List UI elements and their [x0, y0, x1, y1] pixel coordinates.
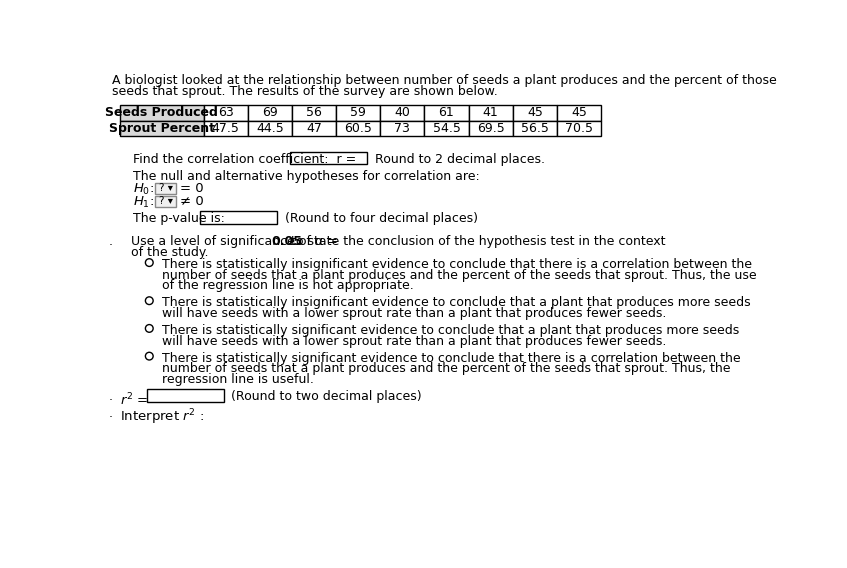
- Text: There is statistically insignificant evidence to conclude that a plant that prod: There is statistically insignificant evi…: [162, 296, 750, 310]
- Bar: [557, 105, 601, 120]
- Text: 41: 41: [483, 106, 499, 119]
- Text: The p-value is:: The p-value is:: [133, 212, 224, 225]
- Bar: [247, 105, 292, 120]
- Text: 44.5: 44.5: [256, 122, 284, 135]
- Text: 61: 61: [439, 106, 454, 119]
- Text: .: .: [109, 390, 113, 403]
- Text: to state the conclusion of the hypothesis test in the context: to state the conclusion of the hypothesi…: [287, 235, 666, 248]
- Text: Interpret $r^2$ :: Interpret $r^2$ :: [119, 407, 204, 427]
- Text: $r^2$ =: $r^2$ =: [119, 391, 148, 408]
- Circle shape: [146, 324, 153, 332]
- Text: Seeds Produced: Seeds Produced: [105, 106, 219, 119]
- Bar: [247, 120, 292, 136]
- Bar: [468, 120, 512, 136]
- Text: ? ▾: ? ▾: [158, 183, 173, 193]
- Text: The null and alternative hypotheses for correlation are:: The null and alternative hypotheses for …: [133, 170, 479, 183]
- Bar: [200, 211, 277, 224]
- Bar: [119, 105, 203, 120]
- Text: (Round to two decimal places): (Round to two decimal places): [230, 390, 421, 403]
- Bar: [203, 120, 247, 136]
- Bar: [119, 120, 203, 136]
- Text: There is statistically significant evidence to conclude that a plant that produc: There is statistically significant evide…: [162, 324, 739, 337]
- Bar: [557, 120, 601, 136]
- Bar: [155, 183, 176, 194]
- Text: Round to 2 decimal places.: Round to 2 decimal places.: [375, 153, 545, 166]
- Bar: [336, 120, 380, 136]
- Bar: [424, 120, 468, 136]
- Text: of the study.: of the study.: [130, 246, 208, 259]
- Text: 60.5: 60.5: [344, 122, 372, 135]
- Text: 47: 47: [306, 122, 322, 135]
- Bar: [512, 120, 557, 136]
- Text: 59: 59: [350, 106, 366, 119]
- Text: 63: 63: [218, 106, 234, 119]
- Text: 45: 45: [571, 106, 587, 119]
- Text: Sprout Percent: Sprout Percent: [108, 122, 214, 135]
- Circle shape: [146, 297, 153, 304]
- Text: number of seeds that a plant produces and the percent of the seeds that sprout. : number of seeds that a plant produces an…: [162, 362, 730, 375]
- Text: will have seeds with a lower sprout rate than a plant that produces fewer seeds.: will have seeds with a lower sprout rate…: [162, 335, 666, 348]
- Text: 56: 56: [306, 106, 322, 119]
- Text: ≠ 0: ≠ 0: [180, 195, 204, 208]
- Bar: [380, 105, 424, 120]
- Text: There is statistically insignificant evidence to conclude that there is a correl: There is statistically insignificant evi…: [162, 258, 751, 272]
- Bar: [424, 105, 468, 120]
- Bar: [512, 105, 557, 120]
- Bar: [336, 105, 380, 120]
- Text: 54.5: 54.5: [433, 122, 461, 135]
- Text: = 0: = 0: [180, 182, 204, 195]
- Text: Use a level of significance of α =: Use a level of significance of α =: [130, 235, 341, 248]
- Circle shape: [146, 259, 153, 266]
- Text: (Round to four decimal places): (Round to four decimal places): [285, 212, 478, 225]
- Text: There is statistically significant evidence to conclude that there is a correlat: There is statistically significant evide…: [162, 352, 740, 365]
- Text: $H_1$:: $H_1$:: [133, 195, 156, 210]
- Text: ? ▾: ? ▾: [158, 197, 173, 206]
- Text: of the regression line is not appropriate.: of the regression line is not appropriat…: [162, 279, 413, 292]
- Bar: [147, 389, 224, 402]
- Text: will have seeds with a lower sprout rate than a plant that produces fewer seeds.: will have seeds with a lower sprout rate…: [162, 307, 666, 320]
- Text: number of seeds that a plant produces and the percent of the seeds that sprout. : number of seeds that a plant produces an…: [162, 269, 756, 282]
- Text: Find the correlation coefficient:  r =: Find the correlation coefficient: r =: [133, 153, 357, 166]
- Text: 45: 45: [527, 106, 543, 119]
- Bar: [292, 120, 336, 136]
- Circle shape: [146, 352, 153, 360]
- Bar: [290, 152, 367, 164]
- Text: seeds that sprout. The results of the survey are shown below.: seeds that sprout. The results of the su…: [112, 85, 498, 98]
- Text: 40: 40: [395, 106, 410, 119]
- Bar: [292, 105, 336, 120]
- Text: .: .: [109, 235, 113, 248]
- Bar: [380, 120, 424, 136]
- Text: 73: 73: [395, 122, 410, 135]
- Text: 47.5: 47.5: [212, 122, 240, 135]
- Text: 69.5: 69.5: [477, 122, 505, 135]
- Text: A biologist looked at the relationship between number of seeds a plant produces : A biologist looked at the relationship b…: [112, 74, 777, 87]
- Text: 69: 69: [262, 106, 278, 119]
- Bar: [203, 105, 247, 120]
- Text: $H_0$:: $H_0$:: [133, 182, 156, 197]
- Text: 70.5: 70.5: [565, 122, 593, 135]
- Text: 56.5: 56.5: [521, 122, 549, 135]
- Text: regression line is useful.: regression line is useful.: [162, 373, 313, 386]
- Bar: [155, 196, 176, 207]
- Text: 0.05: 0.05: [271, 235, 302, 248]
- Text: .: .: [109, 407, 113, 420]
- Bar: [468, 105, 512, 120]
